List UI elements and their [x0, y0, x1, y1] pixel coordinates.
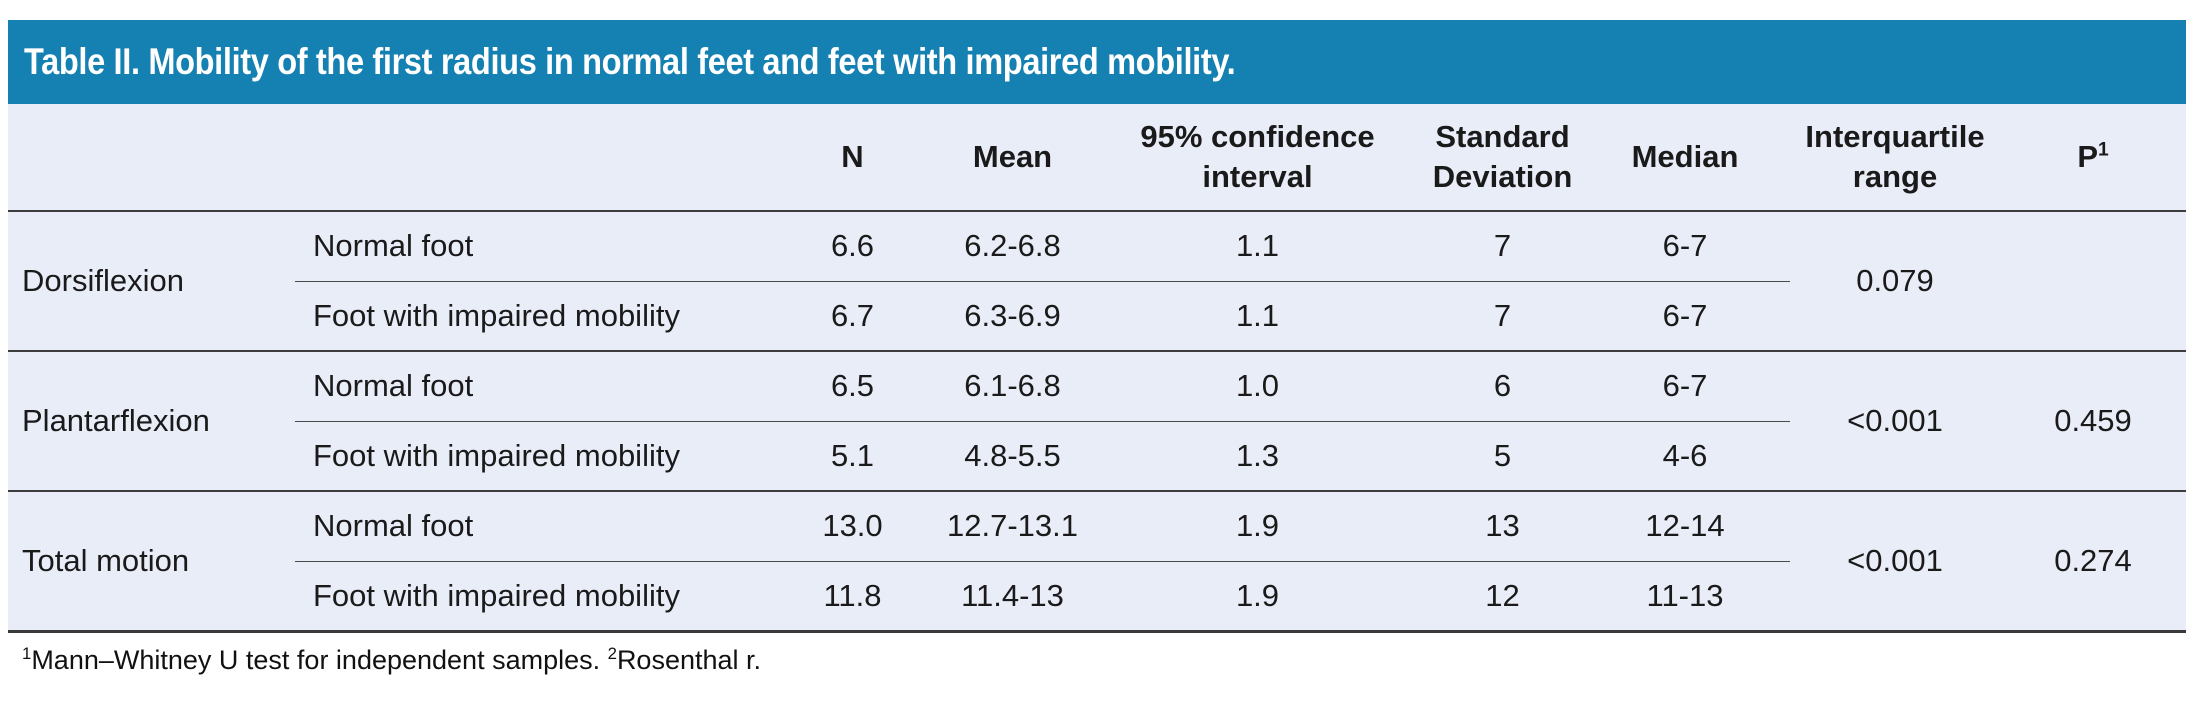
p-value-cell: 0.459	[2000, 351, 2186, 492]
footnote-text-1: Mann–Whitney U test for independent samp…	[31, 644, 608, 675]
value-cell: 1.0	[1090, 351, 1425, 422]
p-superscript: 1	[2098, 139, 2109, 161]
value-cell: 1.3	[1090, 421, 1425, 492]
table-title: Table II. Mobility of the first radius i…	[24, 41, 1236, 82]
value-cell: 1.1	[1090, 281, 1425, 352]
value-cell: 6	[1425, 351, 1580, 422]
value-cell: 12	[1425, 561, 1580, 633]
condition-cell: Normal foot	[295, 491, 770, 562]
value-cell: 6.7	[770, 281, 935, 352]
iqr-cell: <0.001	[1790, 351, 2000, 492]
table-row: Total motion Normal foot 13.0 12.7-13.1 …	[8, 491, 2186, 633]
p-label: P	[2077, 139, 2098, 175]
value-cell: 12.7-13.1	[935, 491, 1090, 562]
value-cell: 5.1	[770, 421, 935, 492]
footnote: 1Mann–Whitney U test for independent sam…	[22, 645, 2186, 676]
p-value-cell: 0.274	[2000, 491, 2186, 633]
p-value-cell	[2000, 211, 2186, 352]
condition-cell: Foot with impaired mobility	[295, 561, 770, 633]
value-cell: 6.1-6.8	[935, 351, 1090, 422]
value-cell: 6.3-6.9	[935, 281, 1090, 352]
column-header-condition	[295, 104, 770, 212]
table-row: Plantarflexion Normal foot 6.5 6.1-6.8 1…	[8, 351, 2186, 492]
table-row: Foot with impaired mobility 6.7 6.3-6.9 …	[8, 281, 2186, 352]
table-row: Foot with impaired mobility 11.8 11.4-13…	[8, 561, 2186, 633]
condition-cell: Normal foot	[295, 211, 770, 282]
footnote-superscript-2: 2	[607, 643, 617, 663]
table-row: Foot with impaired mobility 5.1 4.8-5.5 …	[8, 421, 2186, 492]
value-cell: 13	[1425, 491, 1580, 562]
value-cell: 1.1	[1090, 211, 1425, 282]
footnote-superscript-1: 1	[22, 643, 32, 663]
value-cell: 7	[1425, 211, 1580, 282]
value-cell: 1.9	[1090, 491, 1425, 562]
mobility-table: N Mean 95% confidence interval Standard …	[8, 104, 2186, 633]
value-cell: 5	[1425, 421, 1580, 492]
column-header-group	[8, 104, 295, 212]
row-group-label: Plantarflexion	[8, 351, 295, 492]
value-cell: 6-7	[1580, 211, 1790, 282]
column-header-n: N	[770, 104, 935, 212]
value-cell: 6.5	[770, 351, 935, 422]
column-header-mean: Mean	[935, 104, 1090, 212]
table-figure: Table II. Mobility of the first radius i…	[8, 20, 2186, 676]
value-cell: 6-7	[1580, 281, 1790, 352]
iqr-cell: <0.001	[1790, 491, 2000, 633]
table-title-bar: Table II. Mobility of the first radius i…	[8, 20, 2186, 104]
value-cell: 13.0	[770, 491, 935, 562]
condition-cell: Foot with impaired mobility	[295, 421, 770, 492]
column-header-p: P1	[2000, 104, 2186, 212]
value-cell: 4.8-5.5	[935, 421, 1090, 492]
value-cell: 6.2-6.8	[935, 211, 1090, 282]
row-group-label: Dorsiflexion	[8, 211, 295, 352]
value-cell: 6-7	[1580, 351, 1790, 422]
header-row: N Mean 95% confidence interval Standard …	[8, 104, 2186, 212]
table-row: Dorsiflexion Normal foot 6.6 6.2-6.8 1.1…	[8, 211, 2186, 352]
footnote-text-2: Rosenthal r.	[616, 644, 762, 675]
value-cell: 6.6	[770, 211, 935, 282]
value-cell: 12-14	[1580, 491, 1790, 562]
column-header-ci: 95% confidence interval	[1090, 104, 1425, 212]
value-cell: 11-13	[1580, 561, 1790, 633]
column-header-median: Median	[1580, 104, 1790, 212]
value-cell: 1.9	[1090, 561, 1425, 633]
value-cell: 7	[1425, 281, 1580, 352]
iqr-cell: 0.079	[1790, 211, 2000, 352]
column-header-sd: Standard Deviation	[1425, 104, 1580, 212]
row-group-label: Total motion	[8, 491, 295, 633]
condition-cell: Foot with impaired mobility	[295, 281, 770, 352]
value-cell: 11.4-13	[935, 561, 1090, 633]
value-cell: 4-6	[1580, 421, 1790, 492]
column-header-iqr: Interquartile range	[1790, 104, 2000, 212]
condition-cell: Normal foot	[295, 351, 770, 422]
value-cell: 11.8	[770, 561, 935, 633]
